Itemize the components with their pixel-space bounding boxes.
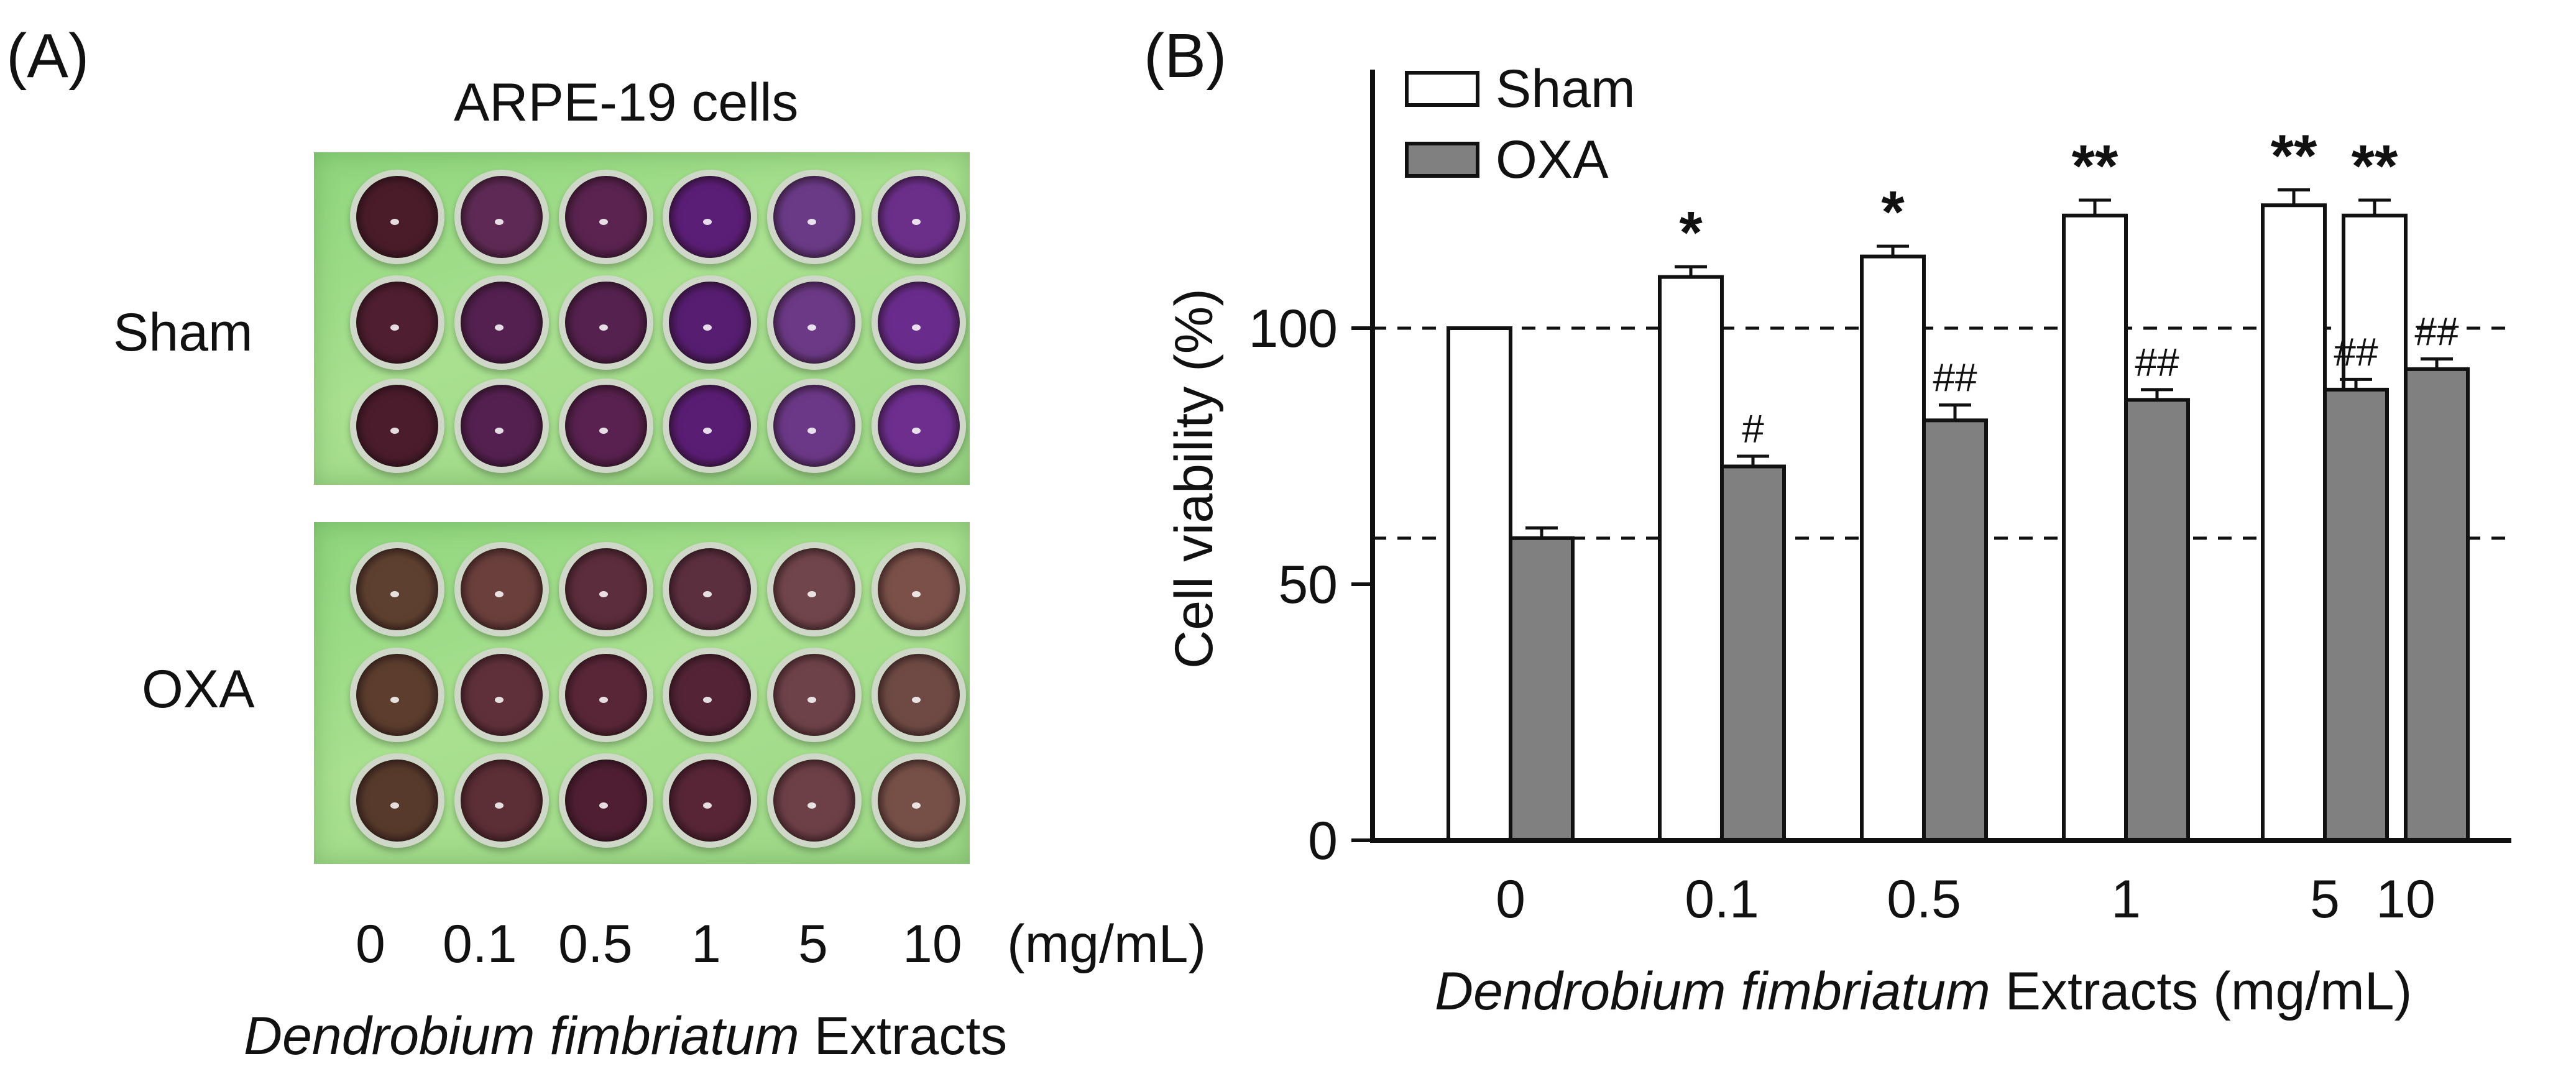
- bar-oxa: [1509, 536, 1575, 843]
- bar-oxa: [2124, 398, 2190, 842]
- sham-well: [454, 275, 549, 370]
- bar-oxa: [1922, 418, 1988, 842]
- oxa-well: [454, 542, 549, 636]
- bar-sham: [1447, 326, 1512, 842]
- significance-annotation: *: [1679, 200, 1703, 266]
- species-name: Dendrobium fimbriatum: [244, 1006, 799, 1066]
- significance-annotation: **: [2072, 133, 2118, 200]
- x-tick-label: 5: [2310, 870, 2340, 929]
- sham-well: [559, 379, 653, 473]
- panel-b-label: (B): [1144, 21, 1227, 91]
- oxa-well: [663, 753, 757, 848]
- conc-label: 0: [356, 914, 385, 974]
- plate-title: ARPE-19 cells: [454, 73, 799, 132]
- unit-label: (mg/mL): [1007, 914, 1207, 974]
- significance-annotation: **: [2271, 123, 2317, 190]
- x-tick-label: 0.1: [1685, 870, 1759, 929]
- oxa-well: [663, 542, 757, 636]
- legend-swatch-oxa: [1405, 142, 1479, 178]
- oxa-well: [767, 542, 862, 636]
- legend-swatch-sham: [1405, 71, 1479, 107]
- bar-sham: [1658, 275, 1724, 843]
- x-tick-label: 1: [2111, 870, 2141, 929]
- sham-well: [454, 379, 549, 473]
- sham-well: [663, 379, 757, 473]
- oxa-well: [559, 542, 653, 636]
- oxa-well: [872, 648, 966, 742]
- conc-label: 10: [903, 914, 962, 974]
- y-tick-label: 50: [1278, 555, 1338, 615]
- sham-well: [350, 170, 444, 264]
- sham-well: [350, 275, 444, 370]
- bar-oxa: [2404, 367, 2470, 842]
- sham-well: [767, 170, 862, 264]
- significance-annotation: **: [2352, 133, 2398, 200]
- chart-species-name: Dendrobium fimbriatum: [1435, 962, 1990, 1021]
- y-tick-label: 100: [1249, 299, 1338, 359]
- bar-sham: [2062, 213, 2128, 843]
- oxa-well: [663, 648, 757, 742]
- plate-oxa: [314, 522, 970, 864]
- bar-oxa: [2323, 387, 2389, 842]
- conc-label: 1: [691, 914, 721, 974]
- significance-annotation: #: [1742, 406, 1764, 451]
- legend-label-sham: Sham: [1496, 59, 1635, 119]
- plate-sham: [314, 152, 970, 485]
- sham-well: [872, 379, 966, 473]
- bar-oxa: [1720, 464, 1786, 842]
- significance-annotation: ##: [1933, 356, 1977, 400]
- conc-label: 5: [798, 914, 828, 974]
- chart-extracts-text: Extracts (mg/mL): [1990, 962, 2413, 1021]
- significance-annotation: *: [1881, 179, 1905, 246]
- chart-xlabel: Dendrobium fimbriatum Extracts (mg/mL): [1435, 965, 2412, 1018]
- oxa-well: [350, 542, 444, 636]
- extracts-text: Extracts: [799, 1006, 1008, 1066]
- sham-well: [559, 275, 653, 370]
- sham-well: [350, 379, 444, 473]
- oxa-well: [872, 542, 966, 636]
- oxa-well: [559, 753, 653, 848]
- sham-well: [454, 170, 549, 264]
- x-tick-label: 0.5: [1887, 870, 1961, 929]
- sham-well: [767, 275, 862, 370]
- panel-a-xlabel: Dendrobium fimbriatum Extracts: [244, 1009, 1007, 1063]
- sham-well: [767, 379, 862, 473]
- oxa-well: [872, 753, 966, 848]
- significance-annotation: ##: [2334, 329, 2378, 374]
- oxa-well: [454, 648, 549, 742]
- x-tick-label: 0: [1496, 870, 1525, 929]
- sham-well: [663, 170, 757, 264]
- conc-label: 0.5: [558, 914, 633, 974]
- bar-sham: [1860, 254, 1926, 842]
- oxa-well: [454, 753, 549, 848]
- bar-sham: [2261, 203, 2327, 842]
- significance-annotation: ##: [2414, 309, 2459, 354]
- oxa-well: [767, 648, 862, 742]
- oxa-well: [559, 648, 653, 742]
- panel-a-label: (A): [6, 21, 90, 91]
- y-axis-label: Cell viability (%): [1164, 288, 1224, 669]
- y-tick-label: 0: [1308, 811, 1338, 871]
- oxa-well: [350, 753, 444, 848]
- row-label-sham: Sham: [113, 303, 253, 362]
- sham-well: [663, 275, 757, 370]
- x-tick-label: 10: [2376, 870, 2436, 929]
- significance-annotation: ##: [2135, 340, 2179, 385]
- concentration-labels: 0 0.1 0.5 1 5 10 (mg/mL): [0, 917, 1243, 980]
- conc-label: 0.1: [443, 914, 517, 974]
- row-label-oxa: OXA: [142, 659, 255, 719]
- oxa-well: [767, 753, 862, 848]
- legend-label-oxa: OXA: [1496, 130, 1609, 190]
- legend: Sham OXA: [1405, 62, 1716, 186]
- sham-well: [872, 170, 966, 264]
- sham-well: [559, 170, 653, 264]
- sham-well: [872, 275, 966, 370]
- oxa-well: [350, 648, 444, 742]
